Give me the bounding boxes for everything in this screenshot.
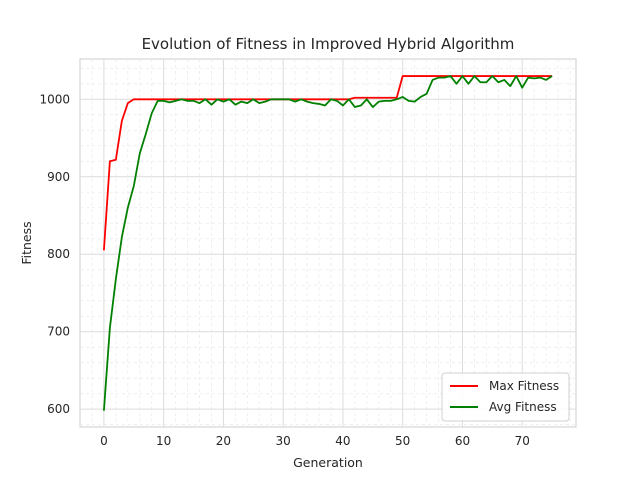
x-axis-label: Generation <box>293 455 363 470</box>
legend: Max Fitness Avg Fitness <box>441 372 570 422</box>
minor-grid <box>80 59 576 427</box>
y-tick-label: 1000 <box>39 92 70 106</box>
x-tick-label: 20 <box>216 434 231 448</box>
y-axis-label: Fitness <box>19 221 34 264</box>
x-tick-label: 60 <box>455 434 470 448</box>
x-axis-ticks: 0 10 20 30 40 50 60 70 <box>100 434 530 448</box>
y-tick-label: 700 <box>47 325 70 339</box>
x-tick-label: 40 <box>335 434 350 448</box>
plot-area <box>79 58 577 428</box>
x-tick-label: 50 <box>395 434 410 448</box>
x-tick-label: 30 <box>276 434 291 448</box>
chart-title: Evolution of Fitness in Improved Hybrid … <box>142 35 515 53</box>
x-tick-label: 70 <box>515 434 530 448</box>
series-line-avg-fitness <box>103 75 553 411</box>
y-tick-label: 900 <box>47 170 70 184</box>
x-tick-label: 0 <box>100 434 108 448</box>
x-tick-label: 10 <box>156 434 171 448</box>
legend-label-max-fitness: Max Fitness <box>489 379 559 393</box>
y-axis-ticks: 600 700 800 900 1000 <box>39 92 70 416</box>
legend-label-avg-fitness: Avg Fitness <box>489 400 557 414</box>
y-tick-label: 800 <box>47 247 70 261</box>
series-layer <box>103 75 553 411</box>
y-tick-label: 600 <box>47 402 70 416</box>
